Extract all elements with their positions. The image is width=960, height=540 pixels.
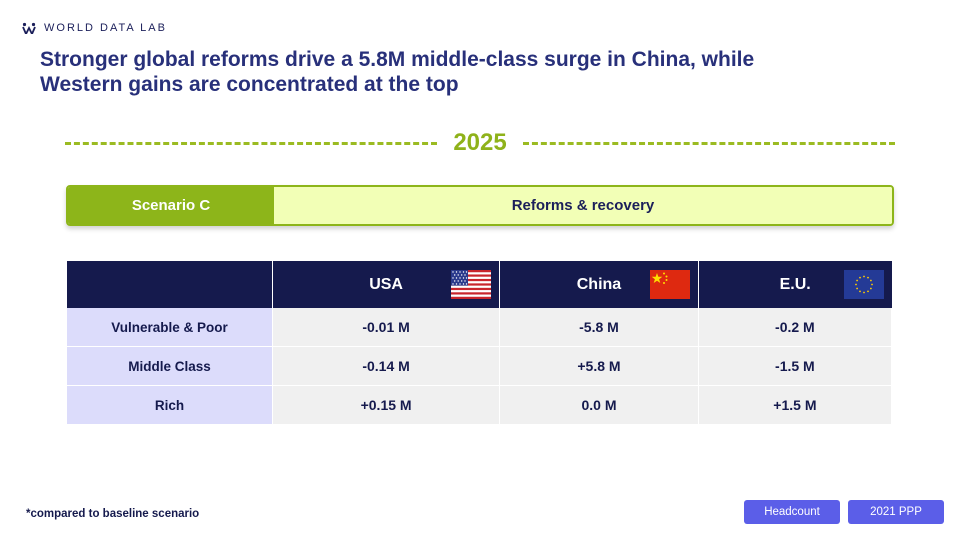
year-label: 2025 [453,129,507,156]
china-flag-icon [649,270,690,299]
row-label: Rich [67,385,273,424]
table-header-row: USA [67,261,892,308]
year-divider: 2025 [65,128,896,158]
table-row: Vulnerable & Poor -0.01 M -5.8 M -0.2 M [67,308,893,347]
table-cell: -5.8 M [499,308,699,347]
table-cell: +1.5 M [698,385,893,424]
header-china: China [499,261,699,308]
table-cell: 0.0 M [499,385,699,424]
footnote: *compared to baseline scenario [26,508,200,520]
table-cell: +0.15 M [272,385,501,424]
table-row: Middle Class -0.14 M +5.8 M -1.5 M [67,346,893,386]
table-cell: -0.14 M [272,346,501,386]
brand-name: WORLD DATA LAB [44,22,167,34]
results-table: USA [67,261,893,424]
ppp-tag: 2021 PPP [848,500,944,524]
headcount-tag: Headcount [744,500,840,524]
wdl-logo-icon [22,22,36,34]
column-label: USA [369,275,403,293]
dashed-line-left [65,141,438,145]
page-title: Stronger global reforms drive a 5.8M mid… [40,48,755,96]
column-label: China [576,275,622,293]
scenario-bar: Scenario C Reforms & recovery [66,185,894,226]
table-row: Rich +0.15 M 0.0 M +1.5 M [67,385,893,424]
brand: WORLD DATA LAB [22,22,167,34]
table-cell: -1.5 M [698,346,893,386]
scenario-description: Reforms & recovery [274,187,892,224]
eu-flag-icon [843,270,884,299]
scenario-label: Scenario C [68,187,274,224]
header-eu: E.U. [698,261,892,308]
dashed-line-right [522,141,896,145]
usa-flag-icon [451,270,492,299]
table-cell: -0.01 M [272,308,501,347]
row-label: Vulnerable & Poor [67,308,273,347]
table-cell: -0.2 M [698,308,893,347]
header-usa: USA [272,261,501,308]
table-cell: +5.8 M [499,346,699,386]
row-label: Middle Class [67,346,273,386]
header-corner [67,261,273,308]
column-label: E.U. [779,275,811,293]
